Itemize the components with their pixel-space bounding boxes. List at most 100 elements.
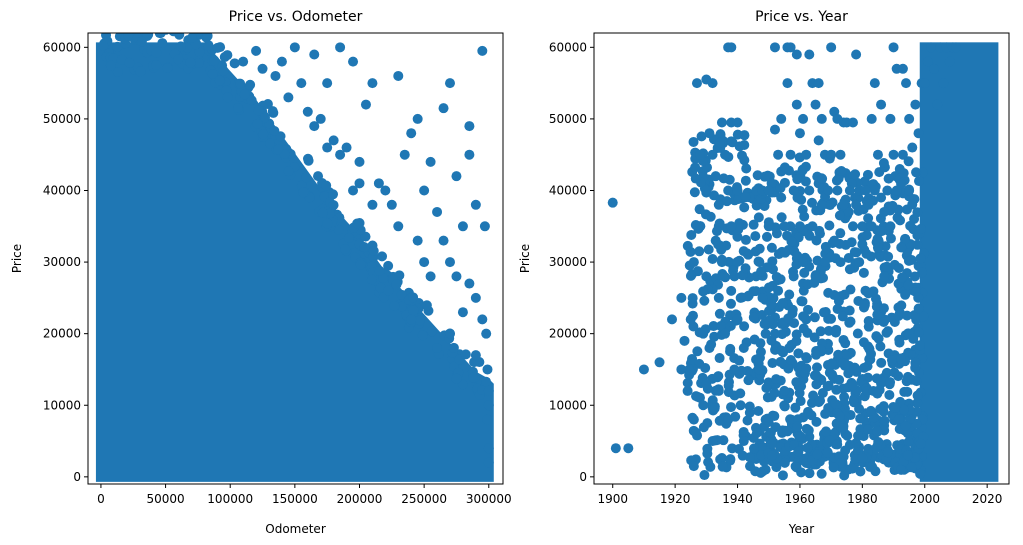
scatter-point (273, 144, 284, 155)
scatter-point (818, 307, 829, 318)
scatter-point (483, 457, 494, 468)
scatter-point (893, 310, 904, 321)
scatter-point (676, 292, 687, 303)
scatter-point (863, 213, 874, 224)
scatter-point (412, 235, 423, 246)
scatter-point (878, 158, 889, 169)
scatter-point (872, 309, 883, 320)
scatter-point (692, 346, 703, 357)
scatter-point (738, 246, 749, 257)
scatter-point (343, 232, 354, 243)
scatter-point (269, 125, 280, 136)
scatter-point (769, 328, 780, 339)
scatter-point (913, 327, 924, 338)
scatter-point (869, 185, 880, 196)
scatter-point (112, 41, 123, 52)
scatter-point (795, 431, 806, 442)
scatter-point (817, 387, 828, 398)
scatter-point (168, 33, 179, 37)
scatter-point (695, 149, 706, 160)
scatter-point (360, 99, 371, 110)
scatter-point (373, 178, 384, 189)
scatter-point (801, 353, 812, 364)
scatter-point (341, 142, 352, 153)
scatter-point (194, 47, 205, 58)
scatter-point (732, 256, 743, 267)
scatter-point (831, 399, 842, 410)
scatter-point (322, 142, 333, 153)
scatter-point (699, 295, 710, 306)
scatter-point (302, 153, 313, 164)
scatter-point (270, 70, 281, 81)
scatter-point (709, 403, 720, 414)
scatter-point (729, 364, 740, 375)
scatter-point (776, 212, 787, 223)
year-x-axis-label: Year (788, 522, 814, 536)
scatter-point (251, 45, 262, 56)
scatter-point (738, 436, 749, 447)
scatter-point (771, 374, 782, 385)
scatter-point (740, 192, 751, 203)
scatter-point (878, 303, 889, 314)
scatter-point (871, 331, 882, 342)
scatter-point (761, 382, 772, 393)
scatter-point (882, 185, 893, 196)
scatter-point (737, 150, 748, 161)
scatter-point (682, 377, 693, 388)
scatter-point (879, 206, 890, 217)
odometer-chart: 0 50000 100000 150000 200000 250000 300000 0 10… (10, 9, 512, 536)
scatter-point (375, 282, 386, 293)
scatter-point (914, 176, 925, 187)
scatter-point (735, 292, 746, 303)
scatter-point (801, 363, 812, 374)
scatter-point (872, 426, 883, 437)
scatter-point (713, 292, 724, 303)
scatter-point (203, 40, 214, 51)
scatter-point (840, 445, 851, 456)
scatter-point (751, 427, 762, 438)
scatter-point (850, 169, 861, 180)
scatter-point (464, 278, 475, 289)
odometer-x-ticks: 0 50000 100000 150000 200000 250000 300000 (97, 484, 512, 506)
scatter-point (744, 401, 755, 412)
scatter-point (836, 165, 847, 176)
scatter-point (794, 387, 805, 398)
odometer-x-axis-label: Odometer (265, 522, 326, 536)
scatter-point (902, 450, 913, 461)
scatter-point (755, 467, 766, 478)
scatter-point (689, 187, 700, 198)
scatter-point (847, 380, 858, 391)
scatter-point (866, 221, 877, 232)
scatter-point (175, 41, 186, 52)
scatter-point (915, 438, 926, 449)
scatter-point (685, 270, 696, 281)
scatter-point (714, 353, 725, 364)
scatter-point (855, 413, 866, 424)
scatter-point (703, 244, 714, 255)
scatter-point (766, 299, 777, 310)
scatter-point (717, 461, 728, 472)
scatter-point (844, 264, 855, 275)
scatter-point (214, 75, 225, 86)
scatter-point (944, 56, 955, 67)
scatter-point (710, 235, 721, 246)
scatter-point (912, 398, 923, 409)
scatter-point (866, 251, 877, 262)
scatter-point (806, 410, 817, 421)
scatter-point (396, 289, 407, 300)
scatter-point (718, 271, 729, 282)
scatter-point (393, 221, 404, 232)
scatter-point (893, 413, 904, 424)
scatter-point (707, 254, 718, 265)
scatter-point (797, 164, 808, 175)
scatter-point (740, 175, 751, 186)
scatter-point (335, 149, 346, 160)
scatter-point (821, 426, 832, 437)
scatter-point (685, 246, 696, 257)
scatter-point (700, 362, 711, 373)
scatter-point (786, 236, 797, 247)
scatter-point (925, 42, 936, 53)
scatter-point (910, 357, 921, 368)
year-chart-title: Price vs. Year (755, 9, 848, 25)
